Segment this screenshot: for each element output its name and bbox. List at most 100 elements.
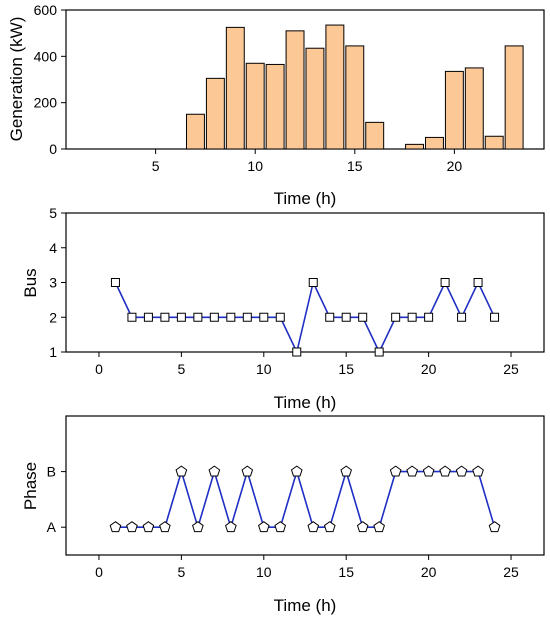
generation-bar [365,121,385,150]
phase-x-tick-label: 25 [503,564,519,580]
bus-point [143,312,153,322]
generation-bar [345,45,365,150]
generation-bar [484,135,504,150]
bus-y-axis-title: Bus [21,268,40,297]
phase-point [323,521,336,533]
phase-chart: Time (h) Phase 0 5 10 15 20 25 A B [21,415,545,615]
phase-point [225,521,237,533]
phase-y-tick-label: A [47,519,57,535]
generation-bar [424,136,444,150]
phase-x-tick-label: 20 [421,564,437,580]
bus-point [457,312,467,322]
phase-point [455,465,468,477]
phase-point [439,465,451,477]
generation-bar [285,30,305,150]
phase-point [373,521,385,533]
generation-x-axis-title: Time (h) [274,189,337,208]
bus-y-tick-label: 1 [49,344,57,360]
bus-x-axis-title: Time (h) [274,393,337,412]
phase-point [422,465,435,477]
bus-y-tick-label: 4 [49,240,57,256]
bus-x-tick-label: 5 [177,361,185,377]
generation-x-tick-label: 5 [152,158,160,174]
bus-point [407,312,417,322]
bus-point [226,312,236,322]
bus-point [424,312,434,322]
phase-point [109,521,122,533]
generation-y-tick-label: 600 [34,2,58,18]
bus-x-tick-label: 15 [338,361,354,377]
bus-point [209,312,219,322]
generation-x-tick-label: 20 [447,158,463,174]
phase-point [126,521,138,533]
bus-point [490,312,500,322]
bus-point [127,312,137,322]
generation-bar [205,77,225,150]
bus-point [259,312,269,322]
phase-point [356,521,369,533]
bus-x-tick-label: 20 [421,361,437,377]
bus-point [242,312,252,322]
phase-y-tick-label: B [47,464,56,480]
bus-chart: Time (h) Bus 0 5 10 15 20 25 1 2 3 4 5 [21,205,545,412]
phase-point [192,521,204,533]
phase-point [290,465,303,477]
bus-point [325,312,335,322]
bus-point [358,312,368,322]
bus-point [176,312,186,322]
generation-y-axis-title: Generation (kW) [7,17,26,142]
phase-point [208,465,221,477]
phase-point [159,521,171,533]
bus-point [308,278,318,287]
phase-point [472,465,484,477]
bus-point [473,278,483,287]
bus-y-tick-label: 5 [49,205,57,221]
bus-point [341,312,351,322]
generation-y-tick-label: 400 [34,48,58,64]
generation-x-tick-label: 15 [347,158,363,174]
generation-chart: Time (h) Generation (kW) 5 10 15 2002004006… [7,2,545,208]
generation-bar [504,45,524,150]
generation-y-tick-label: 200 [34,95,58,111]
bus-x-tick-label: 25 [503,361,519,377]
phase-point [307,521,320,533]
phase-point [406,465,418,477]
generation-y-tick-label: 0 [49,141,57,157]
generation-bar [305,47,325,150]
bus-point [110,278,120,287]
phase-y-axis-title: Phase [21,462,40,510]
generation-bar [464,67,484,150]
phase-x-tick-label: 15 [338,564,354,580]
phase-x-tick-label: 0 [95,564,103,580]
bus-y-tick-label: 2 [49,309,57,325]
phase-point [274,521,287,533]
phase-point [389,465,402,477]
phase-x-axis-title: Time (h) [274,596,337,615]
generation-bar [405,143,425,150]
generation-bar [185,113,205,150]
phase-point [340,465,352,477]
bus-point [292,347,302,357]
bus-plot-frame [65,212,545,353]
bus-point [193,312,203,322]
bus-point [374,347,384,357]
bus-point [160,312,170,322]
phase-point [258,521,270,533]
phase-plot-frame [65,415,545,556]
phase-x-tick-label: 10 [256,564,272,580]
generation-bar [225,26,245,150]
generation-plot-frame [65,9,545,150]
generation-bar [265,63,285,150]
bus-y-tick-label: 3 [49,275,57,291]
phase-point [142,521,155,533]
bus-x-tick-label: 0 [95,361,103,377]
bus-x-tick-label: 10 [256,361,272,377]
phase-x-tick-label: 5 [177,564,185,580]
generation-x-tick-label: 10 [247,158,263,174]
phase-series-line [115,468,496,531]
phase-point [241,465,254,477]
generation-bar [444,70,464,150]
bus-point [275,312,285,322]
bus-point [391,312,401,322]
